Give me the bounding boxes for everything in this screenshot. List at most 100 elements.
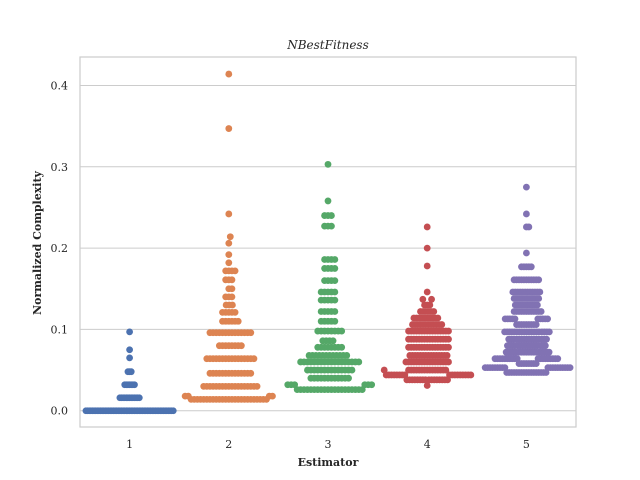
- data-point: [509, 288, 517, 296]
- data-point: [406, 352, 414, 359]
- data-point: [307, 374, 315, 382]
- data-point: [481, 364, 489, 372]
- x-tick-label: 4: [424, 438, 431, 451]
- data-point: [417, 308, 424, 315]
- data-point: [368, 381, 376, 389]
- data-point: [304, 366, 311, 374]
- data-point: [203, 355, 211, 363]
- data-point: [331, 296, 339, 304]
- data-point: [523, 249, 530, 257]
- data-point: [566, 364, 574, 372]
- data-point: [331, 277, 339, 285]
- data-point: [544, 315, 552, 323]
- data-point: [504, 342, 511, 350]
- data-point: [428, 295, 435, 303]
- data-point: [135, 394, 143, 402]
- data-point: [510, 295, 518, 302]
- data-point: [545, 328, 553, 336]
- data-point: [324, 197, 332, 205]
- plot-frame: [79, 56, 577, 428]
- data-point: [321, 277, 328, 285]
- data-point: [423, 288, 431, 296]
- data-point: [442, 366, 450, 374]
- data-point: [206, 329, 214, 337]
- data-point: [215, 342, 223, 350]
- data-point: [423, 223, 431, 231]
- data-point: [523, 183, 530, 191]
- data-point: [426, 301, 434, 309]
- data-point: [513, 321, 520, 328]
- data-point: [331, 265, 339, 272]
- data-point: [331, 256, 339, 263]
- data-point: [355, 358, 363, 366]
- data-point: [331, 308, 339, 315]
- data-point: [314, 343, 322, 351]
- data-point: [321, 222, 328, 230]
- data-point: [510, 276, 518, 284]
- data-point: [423, 244, 431, 252]
- data-point: [317, 317, 325, 325]
- data-point: [324, 160, 332, 168]
- y-tick-label: 0.3: [51, 161, 69, 174]
- data-point: [421, 301, 428, 309]
- data-point: [247, 369, 255, 377]
- data-point: [225, 251, 233, 259]
- data-point: [225, 125, 233, 132]
- data-point: [511, 301, 519, 309]
- y-tick-label: 0.1: [51, 323, 69, 336]
- data-point: [501, 328, 509, 336]
- data-point: [321, 256, 328, 263]
- data-point: [537, 308, 545, 315]
- data-point: [317, 296, 325, 304]
- data-point: [225, 239, 233, 247]
- data-point: [338, 343, 346, 351]
- y-tick-label: 0.4: [51, 79, 69, 92]
- x-tick-label: 3: [325, 438, 332, 451]
- data-point: [543, 335, 550, 343]
- data-point: [438, 321, 446, 328]
- data-point: [329, 337, 337, 345]
- data-point: [228, 285, 236, 293]
- data-point: [328, 222, 335, 230]
- data-point: [225, 210, 233, 218]
- x-tick-label: 2: [225, 438, 232, 451]
- data-point: [502, 348, 510, 356]
- data-point: [219, 317, 226, 325]
- data-point: [228, 276, 236, 284]
- data-point: [247, 329, 255, 337]
- data-point: [445, 343, 452, 351]
- data-point: [269, 392, 276, 400]
- data-point: [331, 288, 339, 296]
- x-axis-label: Estimator: [298, 456, 359, 469]
- data-point: [222, 267, 230, 275]
- data-point: [321, 265, 328, 272]
- data-point: [82, 407, 90, 415]
- data-point: [535, 276, 543, 284]
- data-point: [222, 301, 230, 309]
- data-point: [430, 308, 438, 315]
- data-point: [206, 369, 214, 377]
- data-point: [317, 288, 325, 296]
- data-point: [532, 321, 540, 328]
- data-point: [181, 392, 189, 400]
- data-point: [501, 315, 509, 323]
- data-point: [124, 368, 132, 376]
- data-point: [445, 327, 452, 335]
- data-point: [229, 301, 236, 309]
- data-point: [409, 321, 416, 328]
- data-point: [253, 382, 261, 390]
- data-point: [116, 394, 124, 402]
- data-point: [402, 358, 410, 366]
- data-point: [231, 267, 239, 275]
- data-point: [225, 70, 233, 78]
- x-tick-label: 5: [523, 438, 530, 451]
- data-point: [338, 327, 346, 335]
- data-point: [225, 259, 233, 267]
- data-point: [231, 308, 239, 316]
- data-point: [228, 293, 236, 301]
- data-point: [405, 327, 412, 335]
- data-point: [237, 342, 245, 350]
- data-point: [169, 407, 177, 415]
- data-point: [126, 354, 133, 362]
